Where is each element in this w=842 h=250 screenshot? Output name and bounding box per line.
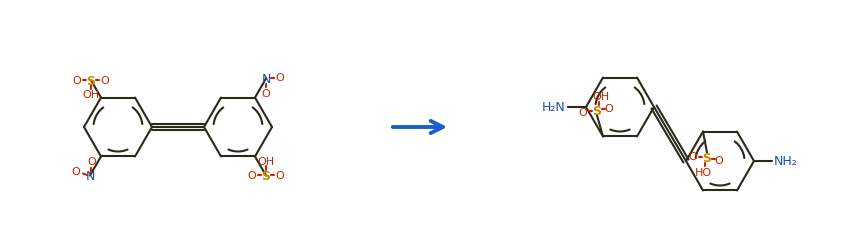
Text: OH: OH (593, 92, 610, 102)
Text: O: O (248, 171, 256, 181)
Text: OH: OH (83, 90, 99, 100)
Text: S: S (702, 152, 711, 164)
Text: N: N (261, 73, 270, 86)
Text: O: O (101, 76, 109, 86)
Text: S: S (262, 169, 270, 182)
Text: OH: OH (258, 157, 274, 167)
Text: O: O (715, 155, 723, 165)
Text: S: S (87, 74, 95, 88)
Text: O: O (72, 76, 82, 86)
Text: O: O (689, 151, 697, 161)
Text: NH₂: NH₂ (774, 155, 798, 168)
Text: O: O (578, 108, 588, 118)
Text: O: O (275, 72, 285, 82)
Text: O: O (605, 104, 613, 114)
Text: O: O (262, 88, 270, 98)
Text: HO: HO (695, 167, 711, 177)
Text: S: S (593, 104, 601, 118)
Text: H₂N: H₂N (542, 101, 566, 114)
Text: O: O (72, 167, 80, 177)
Text: O: O (88, 157, 96, 167)
Text: N: N (85, 169, 94, 182)
Text: O: O (275, 171, 285, 181)
